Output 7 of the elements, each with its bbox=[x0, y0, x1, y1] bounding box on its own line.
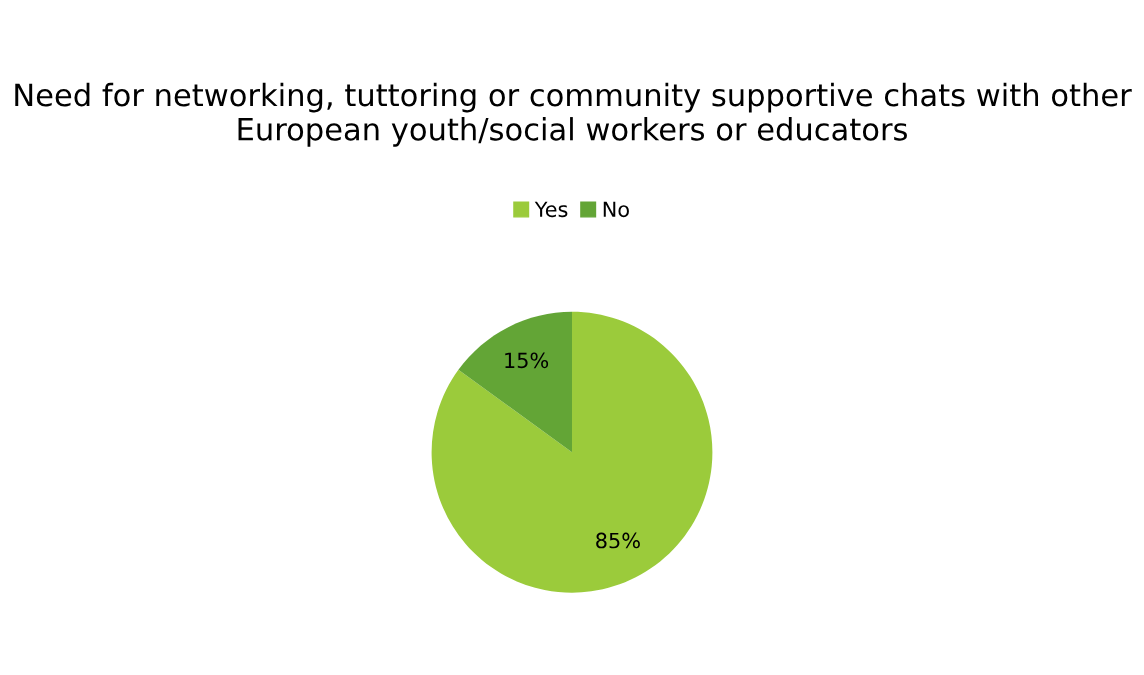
data-label: 85% bbox=[596, 532, 640, 549]
legend-label: Yes bbox=[534, 201, 568, 218]
pie-slice bbox=[431, 311, 713, 593]
legend-label: No bbox=[603, 201, 629, 218]
chart-title: Need for networking, tuttoring or community supportive chats with other European youth/social workers or educators bbox=[15, 82, 1132, 147]
data-label: 15% bbox=[505, 352, 549, 369]
pie-slice bbox=[458, 311, 572, 453]
